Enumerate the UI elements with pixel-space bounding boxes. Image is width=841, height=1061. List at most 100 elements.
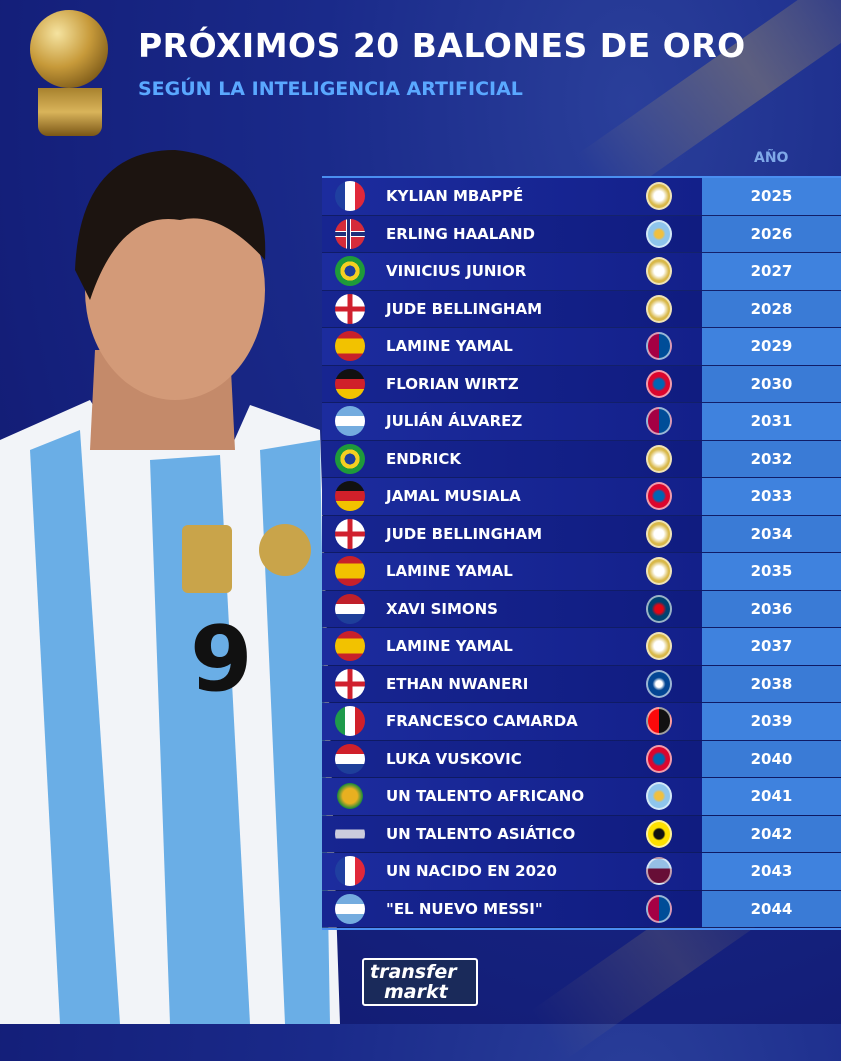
year-cell: 2031 [702, 403, 841, 440]
year-cell: 2035 [702, 553, 841, 590]
milan-crest-icon [646, 707, 672, 736]
table-row: JUDE BELLINGHAM 2034 [322, 515, 841, 553]
player-name: XAVI SIMONS [386, 599, 498, 618]
table-row: FRANCESCO CAMARDA 2039 [322, 703, 841, 741]
table-row: FLORIAN WIRTZ 2030 [322, 365, 841, 403]
table-row: JAMAL MUSIALA 2033 [322, 478, 841, 516]
player-name: FRANCESCO CAMARDA [386, 712, 578, 731]
real-madrid-crest-icon [646, 557, 672, 586]
player-name: UN NACIDO EN 2020 [386, 862, 557, 881]
norway-flag-icon [335, 218, 365, 249]
ballon-dor-trophy-icon [26, 10, 122, 136]
player-name: LAMINE YAMAL [386, 637, 513, 656]
year-cell: 2041 [702, 778, 841, 815]
year-cell: 2030 [702, 365, 841, 402]
player-name: JAMAL MUSIALA [386, 487, 521, 506]
table-row: LAMINE YAMAL 2029 [322, 328, 841, 366]
real-madrid-crest-icon [646, 444, 672, 473]
real-madrid-crest-icon [646, 519, 672, 548]
table-row: JULIÁN ÁLVAREZ 2031 [322, 403, 841, 441]
afc-flag-icon [335, 818, 365, 849]
ranking-table: KYLIAN MBAPPÉ 2025 ERLING HAALAND 2026 V… [322, 176, 841, 930]
player-name: VINICIUS JUNIOR [386, 262, 527, 281]
barcelona-crest-icon [646, 894, 672, 923]
year-cell: 2029 [702, 328, 841, 365]
croatia-flag-icon [335, 743, 365, 774]
france-flag-icon [335, 856, 365, 887]
year-cell: 2033 [702, 478, 841, 515]
argentina-flag-icon [335, 893, 365, 924]
manchester-city-crest-icon [646, 782, 672, 811]
table-row: LUKA VUSKOVIC 2040 [322, 740, 841, 778]
player-name: LUKA VUSKOVIC [386, 749, 522, 768]
real-madrid-crest-icon [646, 257, 672, 286]
player-photo: 9 [0, 150, 340, 1024]
year-cell: 2028 [702, 290, 841, 327]
player-name: ETHAN NWANERI [386, 674, 529, 693]
year-cell: 2032 [702, 440, 841, 477]
bayern-crest-icon [646, 482, 672, 511]
spain-flag-icon [335, 556, 365, 587]
table-row: KYLIAN MBAPPÉ 2025 [322, 178, 841, 216]
player-name: UN TALENTO AFRICANO [386, 787, 585, 806]
barcelona-crest-icon [646, 407, 672, 436]
player-name: KYLIAN MBAPPÉ [386, 187, 524, 206]
table-row: UN TALENTO AFRICANO 2041 [322, 778, 841, 816]
table-row: LAMINE YAMAL 2035 [322, 553, 841, 591]
player-name: JUDE BELLINGHAM [386, 299, 543, 318]
dortmund-crest-icon [646, 819, 672, 848]
year-cell: 2039 [702, 703, 841, 740]
germany-flag-icon [335, 368, 365, 399]
caf-flag-icon [335, 781, 365, 812]
psg-crest-icon [646, 594, 672, 623]
player-name: ERLING HAALAND [386, 224, 535, 243]
transfermarkt-logo: transfer markt [362, 958, 478, 1006]
player-name: ENDRICK [386, 449, 462, 468]
italy-flag-icon [335, 706, 365, 737]
bayern-crest-icon [646, 744, 672, 773]
spain-flag-icon [335, 631, 365, 662]
real-madrid-crest-icon [646, 632, 672, 661]
table-row: VINICIUS JUNIOR 2027 [322, 253, 841, 291]
aston-villa-crest-icon [646, 857, 672, 886]
brazil-flag-icon [335, 256, 365, 287]
player-name: LAMINE YAMAL [386, 562, 513, 581]
england-flag-icon [335, 293, 365, 324]
svg-text:9: 9 [190, 607, 253, 712]
page-title: PRÓXIMOS 20 BALONES DE ORO [138, 26, 746, 65]
year-cell: 2037 [702, 628, 841, 665]
year-cell: 2038 [702, 665, 841, 702]
table-row: XAVI SIMONS 2036 [322, 590, 841, 628]
player-name: JUDE BELLINGHAM [386, 524, 543, 543]
table-row: ETHAN NWANERI 2038 [322, 665, 841, 703]
barcelona-crest-icon [646, 332, 672, 361]
table-row: UN NACIDO EN 2020 2043 [322, 853, 841, 891]
player-name: UN TALENTO ASIÁTICO [386, 824, 576, 843]
year-cell: 2042 [702, 815, 841, 852]
table-row: ERLING HAALAND 2026 [322, 215, 841, 253]
player-name: LAMINE YAMAL [386, 337, 513, 356]
player-name: JULIÁN ÁLVAREZ [386, 412, 523, 431]
year-cell: 2025 [702, 178, 841, 215]
player-name: "EL NUEVO MESSI" [386, 899, 543, 918]
manchester-city-crest-icon [646, 219, 672, 248]
england-flag-icon [335, 518, 365, 549]
germany-flag-icon [335, 481, 365, 512]
year-cell: 2040 [702, 740, 841, 777]
year-cell: 2026 [702, 215, 841, 252]
year-cell: 2043 [702, 853, 841, 890]
real-madrid-crest-icon [646, 294, 672, 323]
year-cell: 2044 [702, 890, 841, 927]
year-cell: 2036 [702, 590, 841, 627]
year-column-header: AÑO [754, 150, 789, 166]
player-name: FLORIAN WIRTZ [386, 374, 519, 393]
table-row: ENDRICK 2032 [322, 440, 841, 478]
real-madrid-crest-icon [646, 182, 672, 211]
table-row: "EL NUEVO MESSI" 2044 [322, 890, 841, 928]
table-row: UN TALENTO ASIÁTICO 2042 [322, 815, 841, 853]
year-cell: 2027 [702, 253, 841, 290]
table-row: LAMINE YAMAL 2037 [322, 628, 841, 666]
brazil-flag-icon [335, 443, 365, 474]
bayern-crest-icon [646, 369, 672, 398]
year-cell: 2034 [702, 515, 841, 552]
